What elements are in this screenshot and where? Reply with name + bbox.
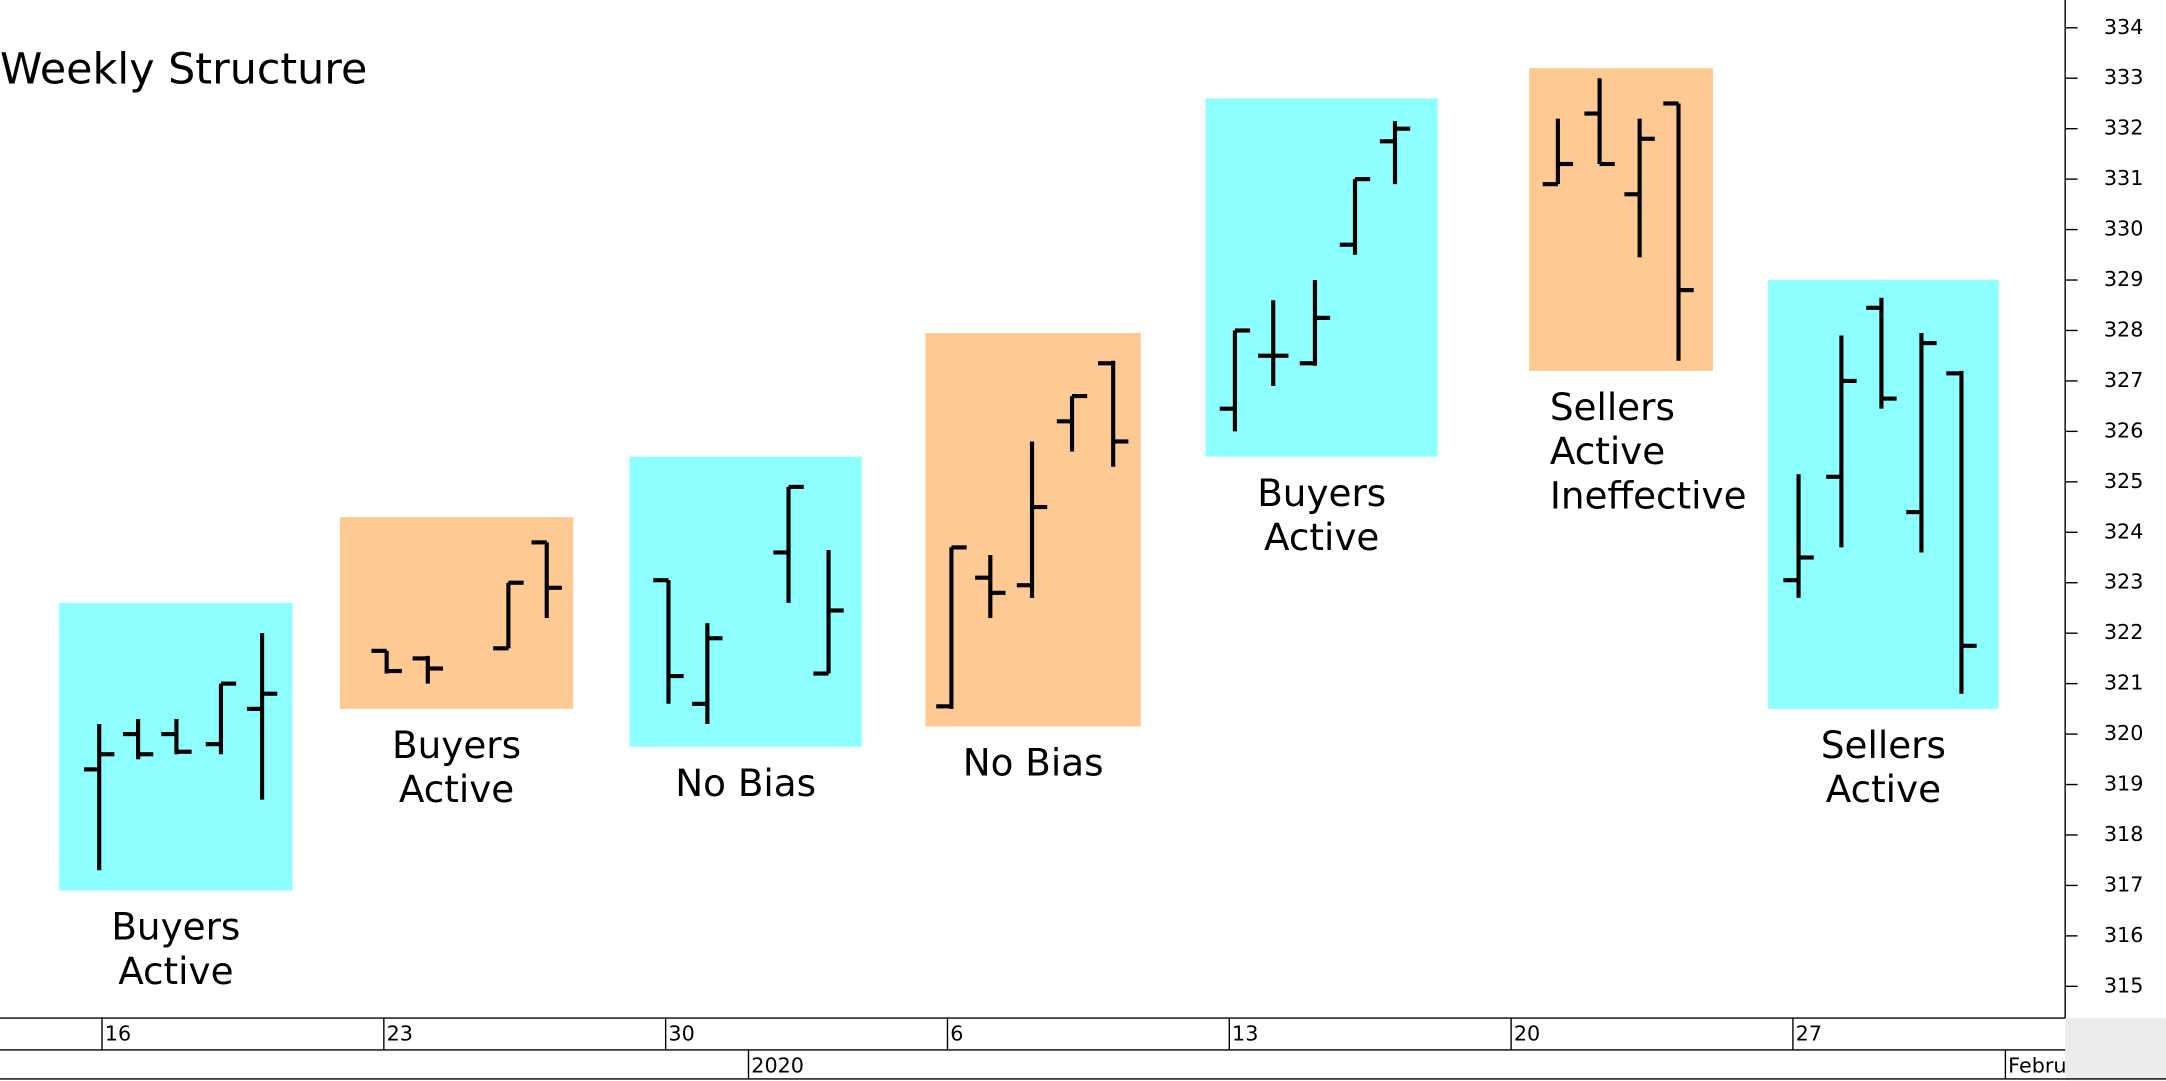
y-tick-label: 322: [2104, 620, 2144, 644]
bars: [84, 78, 1977, 871]
x-tick-label: 27: [1796, 1022, 1822, 1046]
box-label: No Bias: [675, 761, 816, 805]
box-label: Active: [1264, 515, 1379, 559]
box-label: No Bias: [963, 741, 1104, 785]
x-tick-label-major: 2020: [751, 1053, 804, 1077]
box-label: Sellers: [1550, 385, 1675, 429]
y-tick-label: 334: [2104, 15, 2144, 39]
y-tick-label: 323: [2104, 570, 2144, 594]
structure-box: [339, 517, 574, 709]
y-tick-label: 330: [2104, 217, 2144, 241]
box-label: Buyers: [392, 723, 521, 767]
box-label: Buyers: [111, 905, 240, 949]
corner: [2065, 1018, 2166, 1081]
y-tick-label: 320: [2104, 721, 2144, 745]
x-tick-label: 30: [668, 1022, 694, 1046]
y-tick-label: 319: [2104, 772, 2144, 796]
y-tick-label: 317: [2104, 872, 2144, 896]
x-tick-label: 16: [105, 1022, 131, 1046]
x-tick-label: 6: [950, 1022, 963, 1046]
y-tick-label: 328: [2104, 317, 2144, 341]
box-label: Ineffective: [1550, 473, 1747, 517]
axes: 315 316 317 318 319 320 321 322 323 324 325 326 327 3…: [101, 15, 2144, 1079]
y-tick-label: 316: [2104, 923, 2144, 947]
y-tick-label: 315: [2104, 973, 2144, 997]
structure-box: [1529, 68, 1713, 371]
y-tick-label: 318: [2104, 822, 2144, 846]
y-tick-label: 332: [2104, 116, 2144, 140]
x-tick-label: 20: [1514, 1022, 1540, 1046]
box-label: Buyers: [1257, 471, 1386, 515]
y-tick-label: 324: [2104, 519, 2144, 543]
y-tick-label: 326: [2104, 418, 2144, 442]
y-tick-label: 321: [2104, 671, 2144, 695]
y-tick-label: 325: [2104, 469, 2144, 493]
box-label: Active: [399, 767, 514, 811]
x-tick-label: 13: [1232, 1022, 1258, 1046]
chart-title: Weekly Structure: [0, 44, 367, 94]
x-tick-label: 23: [387, 1022, 413, 1046]
y-tick-label: 329: [2104, 267, 2144, 291]
box-label: Active: [1826, 767, 1941, 811]
structure-box: [1205, 98, 1438, 457]
box-label: Active: [1550, 429, 1665, 473]
box-label: Sellers: [1821, 723, 1946, 767]
y-tick-label: 327: [2104, 368, 2144, 392]
y-tick-label: 331: [2104, 166, 2144, 190]
box-label: Active: [118, 949, 233, 993]
y-tick-label: 333: [2104, 65, 2144, 89]
x-tick-label-major: Febru: [2008, 1053, 2066, 1077]
